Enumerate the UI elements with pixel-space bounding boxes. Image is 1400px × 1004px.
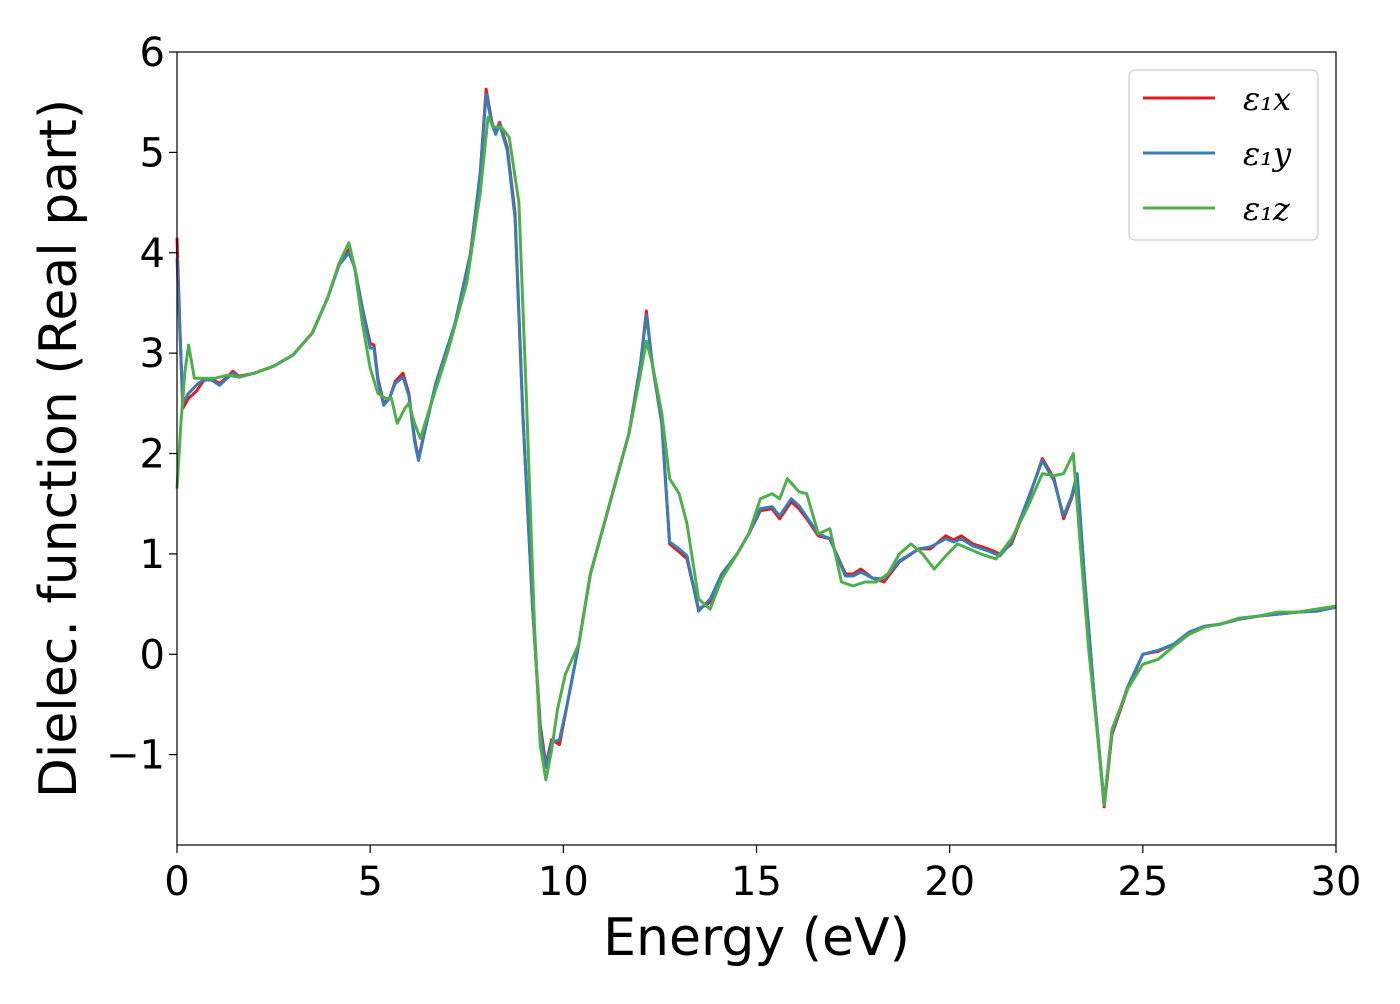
legend: ε₁x ε₁y ε₁z — [1128, 69, 1319, 241]
y-axis-title: Dielec. function (Real part) — [29, 99, 89, 798]
y-tick-label: 4 — [140, 231, 165, 277]
x-tick-label: 20 — [924, 859, 975, 905]
x-tick-label: 30 — [1311, 859, 1362, 905]
x-tick-label: 0 — [164, 859, 189, 905]
x-axis-title: Energy (eV) — [603, 908, 910, 968]
legend-box — [1128, 69, 1319, 241]
legend-label: ε₁x — [1243, 80, 1291, 118]
y-tick-label: −1 — [106, 733, 165, 779]
legend-label: ε₁z — [1243, 190, 1291, 228]
y-tick-label: 1 — [140, 532, 165, 578]
y-tick-label: 2 — [140, 432, 165, 478]
y-tick-label: 3 — [140, 331, 165, 377]
y-tick-label: 5 — [140, 130, 165, 176]
x-tick-label: 25 — [1117, 859, 1168, 905]
y-tick-label: 6 — [140, 30, 165, 76]
x-tick-label: 15 — [731, 859, 782, 905]
legend-label: ε₁y — [1243, 135, 1292, 173]
x-tick-label: 10 — [538, 859, 589, 905]
x-tick-label: 5 — [357, 859, 382, 905]
series-line-3 — [175, 115, 1337, 807]
y-tick-label: 0 — [140, 632, 165, 678]
